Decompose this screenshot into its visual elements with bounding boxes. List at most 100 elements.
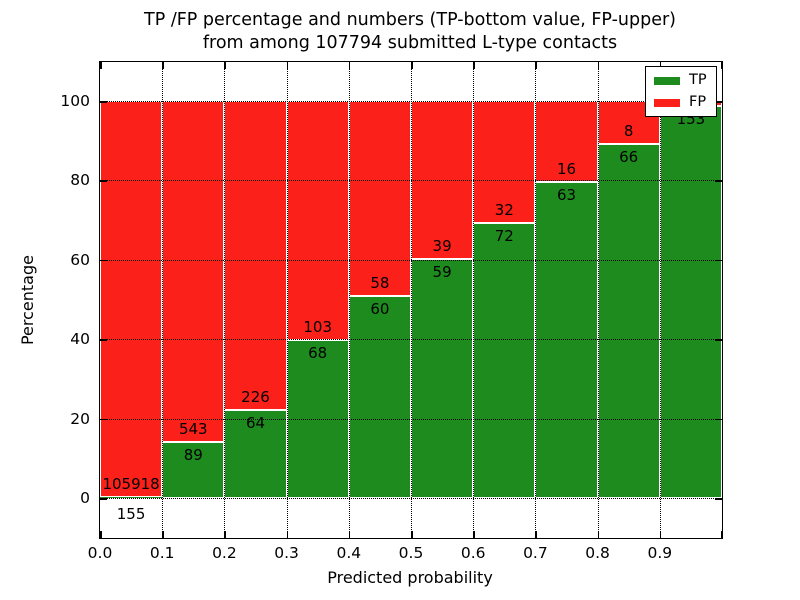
y-tick-mark-left [100,339,107,341]
x-tick-mark-top [224,62,226,69]
y-tick-label: 20 [70,409,90,428]
bar-segment-tp [411,259,474,498]
bar-segment-fp [473,101,536,224]
y-tick-label: 100 [60,92,90,110]
x-tick-mark-bottom [348,531,351,538]
x-tick-mark-bottom [162,531,164,538]
chart-title-line1: TP /FP percentage and numbers (TP-bottom… [144,10,676,30]
bar-segment-fp [224,101,287,411]
y-tick-label: 0 [80,489,90,507]
y-tick-mark-left [100,498,107,500]
x-tick-mark-top [100,62,102,69]
y-tick-mark-right [715,339,722,341]
x-tick-label: 0.4 [336,544,362,562]
x-tick-mark-bottom [100,531,102,538]
tp-count-label: 155 [116,505,146,524]
bar-segment-tp [659,106,722,498]
tp-count-label: 72 [494,227,514,246]
y-tick-mark-right [715,418,722,421]
y-tick-label: 60 [70,250,90,269]
y-tick-mark-left [100,418,107,421]
fp-count-label: 39 [432,237,452,255]
bar-segment-tp [162,442,225,498]
y-axis-label: Percentage [18,255,37,346]
x-axis-label: Predicted probability [327,568,493,587]
fp-count-label: 226 [241,388,270,407]
legend-item-tp: TP [654,73,707,88]
x-tick-mark-top [348,62,351,69]
fp-count-label: 16 [556,159,577,178]
grid-line-vertical [597,62,599,538]
grid-line-vertical [286,62,288,538]
x-tick-mark-top [473,62,475,69]
legend-label-tp: TP [689,72,707,88]
grid-line-vertical [659,62,661,538]
bar-segment-tp [100,497,163,498]
x-tick-label: 0.1 [149,544,175,562]
fp-color-swatch [654,98,680,107]
y-tick-mark-left [100,180,107,182]
fp-count-label: 32 [494,201,514,220]
tp-count-label: 66 [619,147,639,166]
tp-count-label: 89 [183,446,203,465]
grid-line-vertical [411,62,412,538]
tp-color-swatch [654,76,680,85]
legend-item-fp: FP [654,95,707,110]
tp-count-label: 64 [245,414,266,433]
bar-segment-fp [162,101,225,443]
grid-line-vertical [348,62,350,538]
x-tick-mark-bottom [535,531,537,538]
tp-count-label: 59 [432,263,452,281]
chart-title-line2: from among 107794 submitted L-type conta… [202,33,618,53]
x-tick-label: 0.8 [585,544,610,562]
x-tick-mark-bottom [224,531,226,538]
grid-line-vertical [473,62,475,538]
x-tick-label: 0.3 [274,544,299,562]
x-tick-mark-bottom [720,531,722,538]
bar-segment-fp [348,101,411,297]
grid-line-horizontal [100,259,722,261]
x-tick-mark-top [411,62,413,69]
x-tick-label: 0.2 [212,544,237,562]
x-tick-label: 0.5 [398,544,424,562]
grid-line-horizontal [100,498,722,499]
x-tick-mark-bottom [411,531,413,538]
x-tick-label: 0.7 [523,544,548,562]
x-tick-mark-top [720,62,722,69]
fp-count-label: 105918 [102,475,160,494]
chart-title: TP /FP percentage and numbers (TP-bottom… [99,9,721,55]
grid-line-vertical [162,62,164,538]
x-tick-mark-bottom [473,531,475,538]
grid-line-horizontal [100,418,722,420]
tp-count-label: 60 [370,300,390,319]
x-tick-mark-top [659,62,662,69]
y-tick-mark-right [715,498,722,500]
bar-segment-tp [597,143,660,498]
grid-line-horizontal [100,339,722,341]
fp-count-label: 58 [370,274,390,293]
y-tick-mark-right [715,180,722,182]
fp-count-label: 543 [178,420,208,439]
fp-count-label: 103 [303,317,332,336]
y-tick-label: 80 [70,171,90,190]
y-tick-mark-right [715,101,722,103]
y-tick-mark-left [100,101,107,103]
x-tick-mark-bottom [597,531,600,538]
tp-count-label: 63 [556,185,577,204]
grid-line-vertical [224,62,226,538]
fp-count-label: 8 [623,121,634,140]
bar-segment-fp [100,101,163,498]
y-tick-label: 40 [70,330,90,349]
legend-label-fp: FP [689,94,707,110]
plot-area: 105918 155 543 89 226 64 103 68 58 60 39 59 32 72 16 63… [60,61,723,562]
x-tick-mark-top [535,62,537,69]
x-tick-label: 0.9 [647,544,673,562]
x-tick-mark-top [597,62,600,69]
grid-line-horizontal [100,180,722,182]
grid-line-vertical [535,62,537,538]
tp-count-label: 68 [308,343,328,362]
x-tick-mark-bottom [286,531,289,538]
x-tick-mark-bottom [659,531,662,538]
x-tick-label: 0.6 [460,544,486,562]
